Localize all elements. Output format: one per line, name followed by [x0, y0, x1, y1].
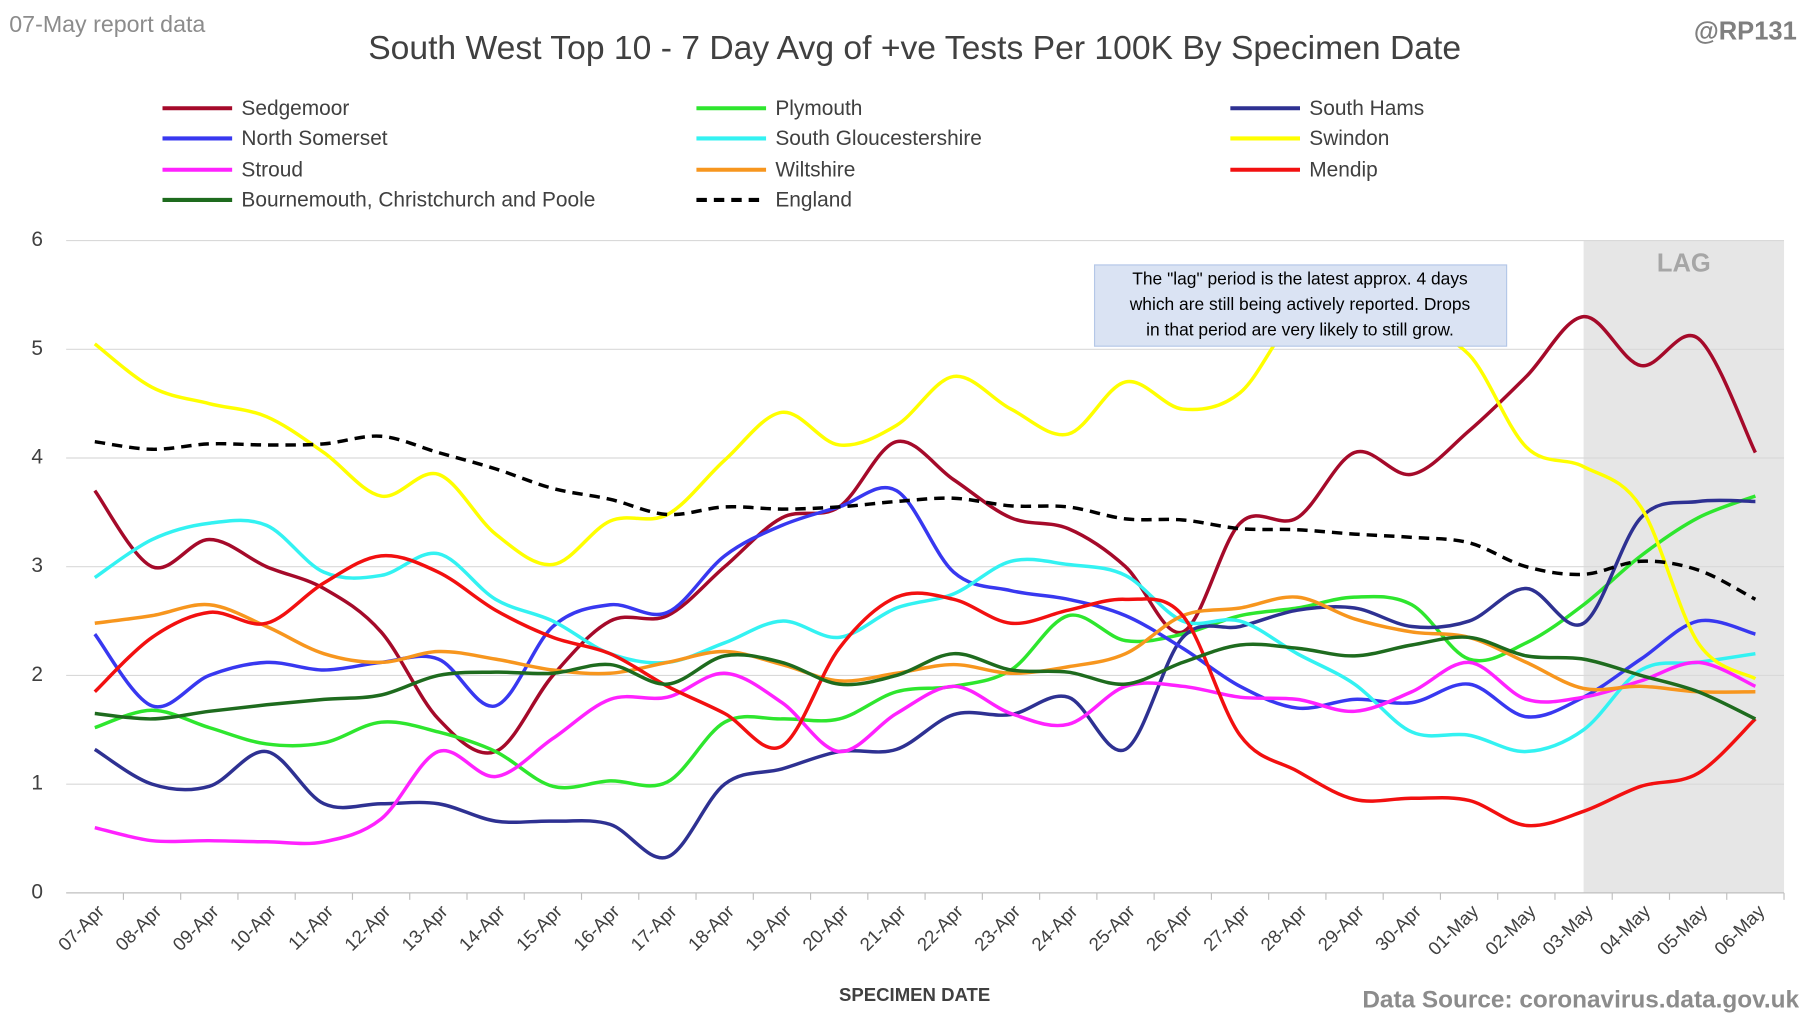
series-line: [93, 518, 1756, 754]
lag-label: LAG: [1657, 250, 1711, 278]
annotation-text: which are still being actively reported.…: [1129, 294, 1471, 314]
series-line: [93, 498, 1756, 860]
legend-label: Wiltshire: [775, 158, 855, 181]
credit: @RP131: [1694, 18, 1797, 46]
annotation-box: [1093, 264, 1508, 347]
legend-label: Sedgemoor: [241, 97, 349, 120]
y-tick-label: 6: [31, 228, 43, 251]
x-axis-title: SPECIMEN DATE: [839, 984, 990, 1005]
plot-front: Sedgemoor Plymouth South Hams North Somerse…: [162, 97, 1508, 347]
legend-label: Swindon: [1309, 127, 1389, 150]
y-tick-label: 4: [31, 446, 43, 469]
legend-label: South Gloucestershire: [775, 127, 982, 150]
legend-label: England: [775, 189, 852, 212]
chart-title: South West Top 10 - 7 Day Avg of +ve Tes…: [368, 30, 1461, 67]
report-date: 07-May report data: [9, 11, 205, 37]
plot-lines: [93, 308, 1757, 860]
y-tick-label: 3: [31, 554, 43, 577]
annotation-text: in that period are very likely to still …: [1146, 320, 1454, 340]
y-tick-label: 5: [31, 337, 43, 360]
series-line: [94, 635, 1757, 721]
y-tick-label: 2: [31, 663, 43, 686]
legend-label: Bournemouth, Christchurch and Poole: [241, 189, 595, 212]
series-line: [93, 314, 1757, 755]
series-line: [93, 553, 1757, 828]
series-line: [94, 434, 1757, 601]
series-line: [94, 660, 1757, 846]
series-line: [93, 308, 1757, 681]
y-tick-label: 1: [31, 772, 43, 795]
annotation-text: The "lag" period is the latest approx. 4…: [1132, 269, 1468, 289]
legend-label: Mendip: [1309, 158, 1377, 181]
legend-label: Stroud: [241, 158, 303, 181]
legend-label: North Somerset: [241, 127, 387, 150]
source: Data Source: coronavirus.data.gov.uk: [1362, 986, 1799, 1013]
y-tick-label: 0: [31, 880, 43, 903]
legend-label: South Hams: [1309, 97, 1424, 120]
legend-label: Plymouth: [775, 97, 862, 120]
